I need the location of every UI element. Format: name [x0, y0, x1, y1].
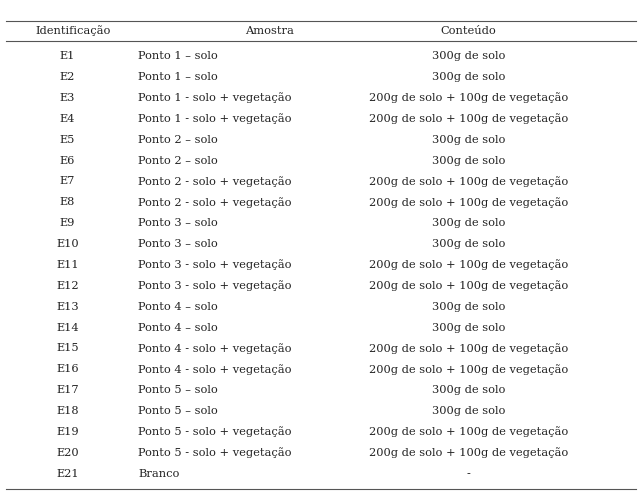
- Text: E5: E5: [60, 135, 75, 145]
- Text: 200g de solo + 100g de vegetação: 200g de solo + 100g de vegetação: [369, 426, 568, 437]
- Text: Ponto 1 - solo + vegetação: Ponto 1 - solo + vegetação: [138, 114, 291, 124]
- Text: Ponto 3 - solo + vegetação: Ponto 3 - solo + vegetação: [138, 280, 291, 291]
- Text: E9: E9: [60, 218, 75, 228]
- Text: E21: E21: [56, 469, 79, 479]
- Text: 200g de solo + 100g de vegetação: 200g de solo + 100g de vegetação: [369, 114, 568, 124]
- Text: Ponto 1 – solo: Ponto 1 – solo: [138, 72, 218, 82]
- Text: Ponto 4 - solo + vegetação: Ponto 4 - solo + vegetação: [138, 364, 291, 374]
- Text: 200g de solo + 100g de vegetação: 200g de solo + 100g de vegetação: [369, 280, 568, 291]
- Text: Ponto 4 – solo: Ponto 4 – solo: [138, 302, 218, 312]
- Text: Ponto 5 – solo: Ponto 5 – solo: [138, 385, 218, 395]
- Text: Ponto 3 – solo: Ponto 3 – solo: [138, 239, 218, 249]
- Text: Ponto 3 - solo + vegetação: Ponto 3 - solo + vegetação: [138, 259, 291, 270]
- Text: 200g de solo + 100g de vegetação: 200g de solo + 100g de vegetação: [369, 176, 568, 187]
- Text: E14: E14: [56, 323, 79, 333]
- Text: 300g de solo: 300g de solo: [432, 218, 505, 228]
- Text: 300g de solo: 300g de solo: [432, 302, 505, 312]
- Text: E2: E2: [60, 72, 75, 82]
- Text: Ponto 2 - solo + vegetação: Ponto 2 - solo + vegetação: [138, 197, 291, 208]
- Text: Ponto 1 – solo: Ponto 1 – solo: [138, 51, 218, 61]
- Text: Conteúdo: Conteúdo: [441, 26, 496, 36]
- Text: 200g de solo + 100g de vegetação: 200g de solo + 100g de vegetação: [369, 447, 568, 458]
- Text: E17: E17: [56, 385, 79, 395]
- Text: E3: E3: [60, 93, 75, 103]
- Text: Ponto 4 – solo: Ponto 4 – solo: [138, 323, 218, 333]
- Text: Ponto 2 – solo: Ponto 2 – solo: [138, 135, 218, 145]
- Text: 200g de solo + 100g de vegetação: 200g de solo + 100g de vegetação: [369, 259, 568, 270]
- Text: E18: E18: [56, 406, 79, 416]
- Text: 300g de solo: 300g de solo: [432, 385, 505, 395]
- Text: Branco: Branco: [138, 469, 179, 479]
- Text: E20: E20: [56, 448, 79, 458]
- Text: 300g de solo: 300g de solo: [432, 72, 505, 82]
- Text: 300g de solo: 300g de solo: [432, 406, 505, 416]
- Text: Ponto 5 – solo: Ponto 5 – solo: [138, 406, 218, 416]
- Text: Ponto 3 – solo: Ponto 3 – solo: [138, 218, 218, 228]
- Text: 300g de solo: 300g de solo: [432, 135, 505, 145]
- Text: Ponto 5 - solo + vegetação: Ponto 5 - solo + vegetação: [138, 447, 291, 458]
- Text: Ponto 5 - solo + vegetação: Ponto 5 - solo + vegetação: [138, 426, 291, 437]
- Text: E11: E11: [56, 260, 79, 270]
- Text: Identificação: Identificação: [35, 25, 110, 36]
- Text: 200g de solo + 100g de vegetação: 200g de solo + 100g de vegetação: [369, 93, 568, 104]
- Text: Amostra: Amostra: [245, 26, 294, 36]
- Text: E12: E12: [56, 281, 79, 291]
- Text: E16: E16: [56, 364, 79, 374]
- Text: 300g de solo: 300g de solo: [432, 239, 505, 249]
- Text: Ponto 2 – solo: Ponto 2 – solo: [138, 155, 218, 166]
- Text: Ponto 4 - solo + vegetação: Ponto 4 - solo + vegetação: [138, 343, 291, 354]
- Text: E4: E4: [60, 114, 75, 124]
- Text: 200g de solo + 100g de vegetação: 200g de solo + 100g de vegetação: [369, 197, 568, 208]
- Text: E10: E10: [56, 239, 79, 249]
- Text: 200g de solo + 100g de vegetação: 200g de solo + 100g de vegetação: [369, 343, 568, 354]
- Text: E15: E15: [56, 344, 79, 354]
- Text: 300g de solo: 300g de solo: [432, 323, 505, 333]
- Text: E8: E8: [60, 197, 75, 207]
- Text: 200g de solo + 100g de vegetação: 200g de solo + 100g de vegetação: [369, 364, 568, 374]
- Text: E13: E13: [56, 302, 79, 312]
- Text: -: -: [467, 469, 471, 479]
- Text: Ponto 1 - solo + vegetação: Ponto 1 - solo + vegetação: [138, 93, 291, 104]
- Text: Ponto 2 - solo + vegetação: Ponto 2 - solo + vegetação: [138, 176, 291, 187]
- Text: E7: E7: [60, 176, 75, 186]
- Text: E19: E19: [56, 427, 79, 437]
- Text: E6: E6: [60, 155, 75, 166]
- Text: 300g de solo: 300g de solo: [432, 51, 505, 61]
- Text: 300g de solo: 300g de solo: [432, 155, 505, 166]
- Text: E1: E1: [60, 51, 75, 61]
